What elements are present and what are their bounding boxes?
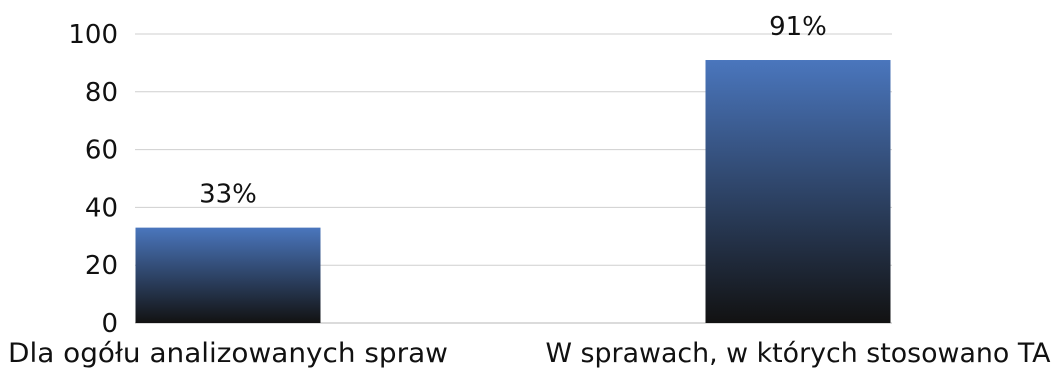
bar-1 <box>135 227 321 323</box>
y-tick-label: 40 <box>85 193 118 223</box>
x-axis-categories: Dla ogółu analizowanych spraw W sprawach,… <box>8 338 1051 369</box>
y-axis-ticks: 0 20 40 60 80 100 <box>68 20 118 339</box>
data-labels: 33% 91% <box>199 12 827 210</box>
bar-value-label: 33% <box>199 180 257 210</box>
y-tick-label: 0 <box>101 309 118 339</box>
x-category-label: Dla ogółu analizowanych spraw <box>8 338 448 369</box>
y-tick-label: 100 <box>68 20 118 50</box>
bar-2 <box>705 60 891 323</box>
x-category-label: W sprawach, w których stosowano TA <box>546 338 1052 369</box>
y-tick-label: 20 <box>85 251 118 281</box>
bar-value-label: 91% <box>769 12 827 42</box>
y-tick-label: 60 <box>85 136 118 166</box>
bars <box>135 60 891 323</box>
y-tick-label: 80 <box>85 78 118 108</box>
